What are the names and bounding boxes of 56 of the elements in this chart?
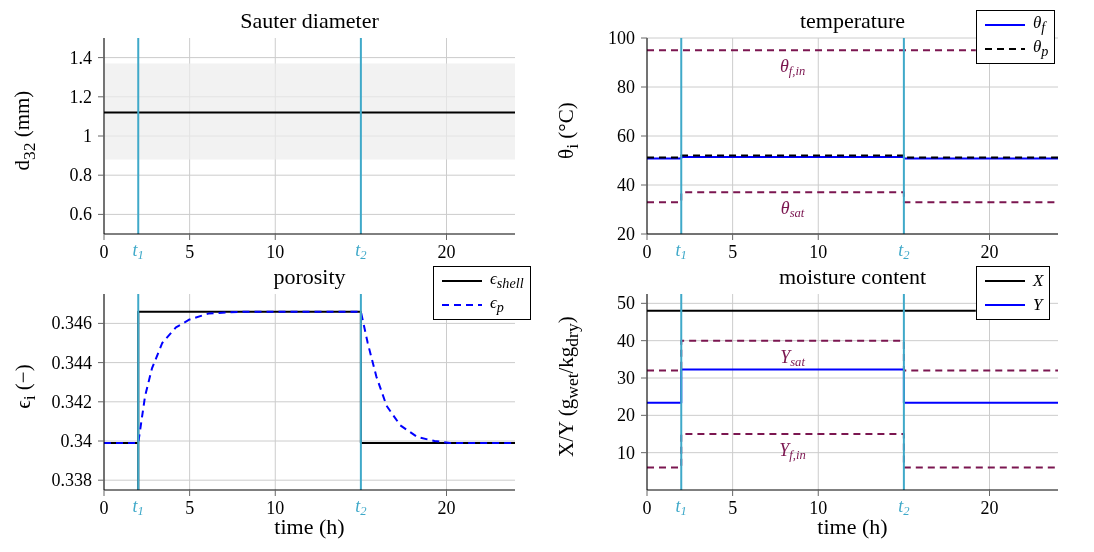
ref-line-label: t$_{2}$: [898, 496, 911, 519]
legend-label: θ$_{f}$: [1033, 13, 1046, 37]
y-tick-label: 80: [617, 77, 635, 97]
y-tick-label: 0.34: [60, 431, 92, 451]
legend-label: X: [1033, 271, 1044, 291]
y-tick-label: 0.338: [51, 470, 92, 491]
x-tick-label: 5: [185, 498, 195, 518]
legend-label: Y: [1033, 295, 1043, 315]
x-tick-label: 5: [185, 242, 195, 262]
ref-line-label: t$_{1}$: [675, 240, 687, 263]
y-tick-label: 40: [617, 330, 635, 351]
x-tick-label: 20: [980, 242, 999, 262]
y-tick-label: 40: [617, 175, 635, 195]
y-tick-label: 1: [83, 126, 92, 146]
y-tick-label: 0.8: [69, 165, 92, 186]
x-tick-label: 10: [266, 242, 285, 262]
chart-title: moisture content: [778, 264, 927, 289]
ref-line-label: t$_{1}$: [132, 496, 144, 519]
ref-line-label: t$_{2}$: [355, 496, 368, 519]
y-tick-label: 20: [617, 224, 635, 244]
chart-title: Sauter diameter: [239, 8, 380, 34]
y-tick-label: 10: [617, 442, 635, 463]
x-tick-label: 20: [980, 498, 999, 518]
chart-title: temperature: [799, 8, 906, 33]
annotation: θ$_{sat}$: [780, 198, 805, 221]
y-tick-label: 60: [617, 126, 635, 146]
x-tick-label: 5: [728, 498, 738, 518]
x-tick-label: 0: [99, 242, 109, 262]
x-tick-label: 20: [437, 242, 456, 262]
x-tick-label: 0: [642, 242, 652, 262]
y-tick-label: 0.344: [51, 352, 92, 373]
x-tick-label: 10: [809, 242, 828, 262]
y-tick-label: 1.2: [69, 86, 92, 107]
y-tick-label: 50: [617, 293, 635, 314]
y-tick-label: 0.346: [51, 313, 92, 334]
y-tick-label: 20: [617, 405, 635, 426]
annotation: θ$_{f,in}$: [779, 56, 806, 79]
x-tick-label: 0: [99, 498, 109, 518]
y-tick-label: 1.4: [69, 47, 92, 68]
ref-line-label: t$_{2}$: [898, 240, 911, 263]
legend-label: θ$_{p}$: [1033, 37, 1049, 61]
x-tick-label: 20: [437, 498, 456, 518]
legend-label: ϵ$_{p}$: [490, 293, 504, 317]
y-tick-label: 100: [608, 28, 635, 48]
ref-line-label: t$_{2}$: [355, 240, 368, 263]
ref-line-label: t$_{1}$: [132, 240, 144, 263]
ref-line-label: t$_{1}$: [675, 496, 687, 519]
legend-label: ϵ$_{shell}$: [490, 269, 524, 293]
y-tick-label: 0.342: [51, 391, 92, 412]
annotation: Y$_{sat}$: [780, 346, 806, 369]
annotation: Y$_{f,in}$: [779, 440, 806, 463]
chart-title: porosity: [273, 264, 346, 289]
y-tick-label: 0.6: [69, 204, 92, 225]
x-tick-label: 0: [642, 498, 652, 518]
y-tick-label: 30: [617, 368, 635, 388]
x-tick-label: 5: [728, 242, 738, 262]
